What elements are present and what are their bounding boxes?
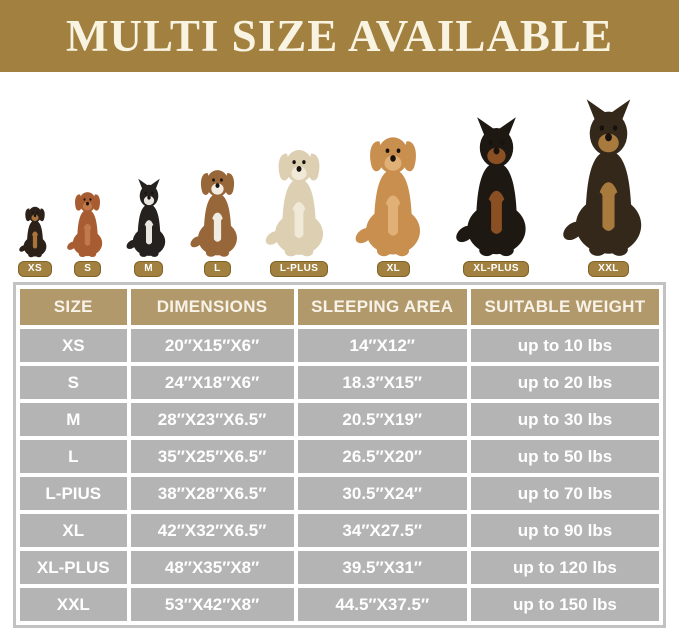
column-header: SUITABLE WEIGHT bbox=[470, 289, 659, 325]
size-pill-l: L bbox=[204, 261, 231, 277]
table-cell: XL bbox=[20, 514, 127, 547]
table-row: XS 20″X15″X6″ 14″X12″ up to 10 lbs bbox=[20, 329, 659, 362]
table-row: XL 42″X32″X6.5″ 34″X27.5″ up to 90 lbs bbox=[20, 514, 659, 547]
dog-figure-xxl: XXL bbox=[554, 98, 663, 277]
table-cell: XXL bbox=[20, 588, 127, 621]
dog-figure-xl: XL bbox=[348, 126, 438, 277]
table-cell: up to 90 lbs bbox=[470, 514, 659, 547]
size-pill-l-plus: L-PLUS bbox=[269, 261, 329, 277]
german-shepherd-dog-icon bbox=[563, 99, 642, 256]
table-cell: 30.5″X24″ bbox=[297, 477, 467, 510]
table-cell: up to 30 lbs bbox=[470, 403, 659, 436]
table-cell: 26.5″X20″ bbox=[297, 440, 467, 473]
table-cell: 20.5″X19″ bbox=[297, 403, 467, 436]
table-cell: S bbox=[20, 366, 127, 399]
dog-figure-l-plus: L-PLUS bbox=[259, 140, 339, 277]
table-cell: L bbox=[20, 440, 127, 473]
column-header: SLEEPING AREA bbox=[297, 289, 467, 325]
size-pill-xl: XL bbox=[376, 261, 411, 277]
table-cell: 34″X27.5″ bbox=[297, 514, 467, 547]
table-cell: 53″X42″X8″ bbox=[130, 588, 294, 621]
size-pill-xxl: XXL bbox=[588, 261, 629, 277]
table-cell: M bbox=[20, 403, 127, 436]
table-row: L-PIUS 38″X28″X6.5″ 30.5″X24″ up to 70 lbs bbox=[20, 477, 659, 510]
table-cell: 39.5″X31″ bbox=[297, 551, 467, 584]
table-header-row: SIZE DIMENSIONS SLEEPING AREA SUITABLE WEIG… bbox=[20, 289, 659, 325]
table-cell: up to 150 lbs bbox=[470, 588, 659, 621]
size-pill-xs: XS bbox=[17, 261, 53, 277]
golden-retriever-dog-icon bbox=[356, 137, 421, 257]
table-cell: XL-PLUS bbox=[20, 551, 127, 584]
table-cell: 18.3″X15″ bbox=[297, 366, 467, 399]
poodle-dog-icon bbox=[67, 192, 103, 258]
table-cell: 35″X25″X6.5″ bbox=[130, 440, 294, 473]
labrador-dog-icon bbox=[265, 150, 324, 257]
size-pill-m: M bbox=[134, 261, 163, 277]
size-pill-s: S bbox=[74, 261, 102, 277]
table-cell: 44.5″X37.5″ bbox=[297, 588, 467, 621]
table-body: XS 20″X15″X6″ 14″X12″ up to 10 lbs S 24″X18″X… bbox=[20, 329, 659, 621]
title-banner: MULTI SIZE AVAILABLE bbox=[0, 0, 679, 72]
dog-figure-xs: XS bbox=[16, 202, 54, 277]
table-cell: XS bbox=[20, 329, 127, 362]
size-pill-xl-plus: XL-PLUS bbox=[463, 261, 529, 277]
table-row: M 28″X23″X6.5″ 20.5″X19″ up to 30 lbs bbox=[20, 403, 659, 436]
dachshund-dog-icon bbox=[19, 206, 47, 258]
column-header: DIMENSIONS bbox=[130, 289, 294, 325]
table-cell: up to 120 lbs bbox=[470, 551, 659, 584]
dog-figure-s: S bbox=[63, 186, 112, 277]
table-cell: L-PIUS bbox=[20, 477, 127, 510]
french-bulldog-icon bbox=[126, 178, 165, 257]
table-cell: up to 50 lbs bbox=[470, 440, 659, 473]
dog-figure-l: L bbox=[185, 162, 250, 277]
table-cell: 42″X32″X6.5″ bbox=[130, 514, 294, 547]
table-cell: up to 20 lbs bbox=[470, 366, 659, 399]
table-cell: 20″X15″X6″ bbox=[130, 329, 294, 362]
table-row: S 24″X18″X6″ 18.3″X15″ up to 20 lbs bbox=[20, 366, 659, 399]
beagle-dog-icon bbox=[190, 170, 237, 257]
size-chart-table: SIZE DIMENSIONS SLEEPING AREA SUITABLE WEIG… bbox=[13, 282, 666, 628]
dog-figure-xl-plus: XL-PLUS bbox=[448, 116, 545, 277]
table-cell: 38″X28″X6.5″ bbox=[130, 477, 294, 510]
page-title: MULTI SIZE AVAILABLE bbox=[66, 11, 613, 61]
column-header: SIZE bbox=[20, 289, 127, 325]
table-cell: 48″X35″X8″ bbox=[130, 551, 294, 584]
table-cell: up to 70 lbs bbox=[470, 477, 659, 510]
dog-size-lineup: XS S M bbox=[0, 72, 679, 282]
table-row: L 35″X25″X6.5″ 26.5″X20″ up to 50 lbs bbox=[20, 440, 659, 473]
dog-figure-m: M bbox=[122, 178, 176, 277]
table-cell: 14″X12″ bbox=[297, 329, 467, 362]
table-cell: up to 10 lbs bbox=[470, 329, 659, 362]
table-cell: 24″X18″X6″ bbox=[130, 366, 294, 399]
table-cell: 28″X23″X6.5″ bbox=[130, 403, 294, 436]
table-row: XL-PLUS 48″X35″X8″ 39.5″X31″ up to 120 lbs bbox=[20, 551, 659, 584]
table-row: XXL 53″X42″X8″ 44.5″X37.5″ up to 150 lbs bbox=[20, 588, 659, 621]
doberman-dog-icon bbox=[455, 117, 526, 257]
